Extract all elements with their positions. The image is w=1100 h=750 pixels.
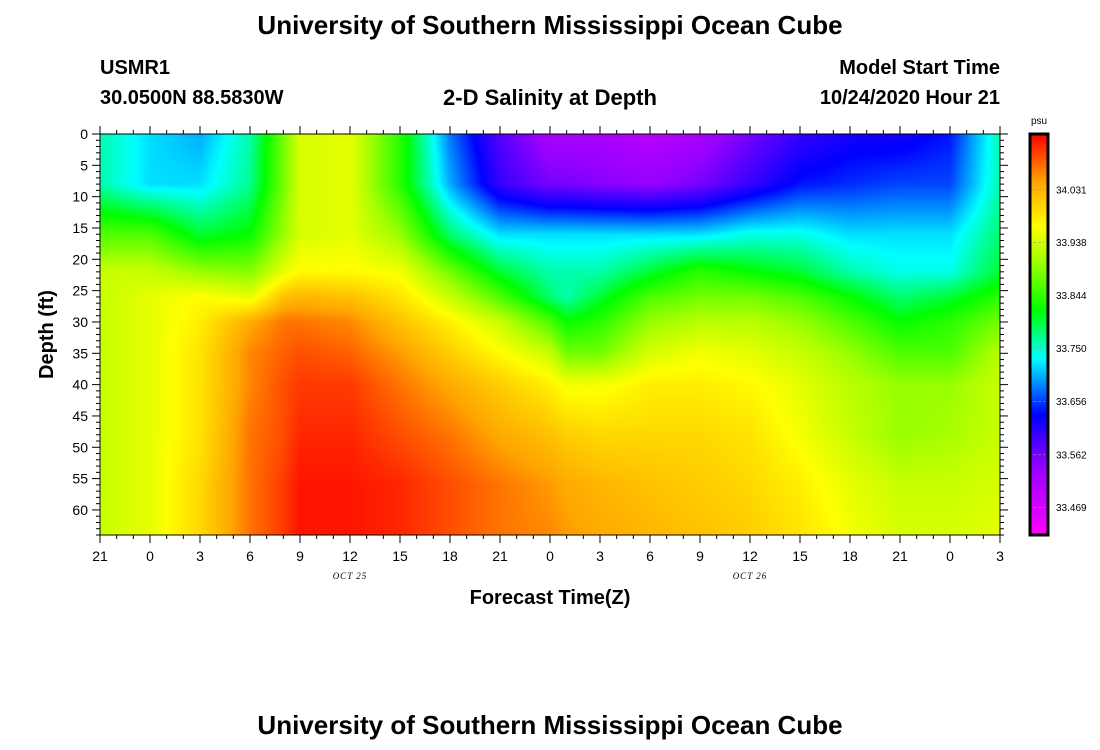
y-tick-label: 45 [72, 408, 88, 424]
bottom-title: University of Southern Mississippi Ocean… [257, 710, 843, 740]
date-label: OCT 26 [733, 571, 768, 581]
colorbar-tick-label: 33.844 [1056, 291, 1087, 302]
colorbar-frame [1028, 132, 1050, 537]
x-tick-label: 0 [546, 548, 554, 564]
y-axis-ticks [92, 133, 1008, 536]
y-axis-label: Depth (ft) [36, 290, 58, 379]
x-axis-tick-labels: 21 0 3 6 9 12 15 18 21 0 3 6 9 12 15 18 21 0 3 [92, 548, 1004, 564]
colorbar-ticks: 34.031 33.938 33.844 33.750 33.656 33.562 33.4… [1033, 185, 1087, 514]
y-tick-label: 25 [72, 283, 88, 299]
x-tick-label: 18 [842, 548, 858, 564]
colorbar-tick-label: 33.562 [1056, 450, 1087, 461]
colorbar-tick-label: 34.031 [1056, 185, 1087, 196]
y-tick-label: 40 [72, 377, 88, 393]
y-tick-label: 0 [80, 126, 88, 142]
colorbar-tick-label: 33.656 [1056, 397, 1087, 408]
y-tick-label: 35 [72, 345, 88, 361]
x-tick-label: 6 [646, 548, 654, 564]
y-tick-label: 5 [80, 157, 88, 173]
colorbar-tick-label: 33.469 [1056, 503, 1087, 514]
y-tick-label: 55 [72, 471, 88, 487]
model-start-value: 10/24/2020 Hour 21 [819, 87, 1000, 109]
x-tick-label: 9 [296, 548, 304, 564]
date-label: OCT 25 [333, 571, 368, 581]
plot-title: 2-D Salinity at Depth [443, 85, 657, 110]
colorbar-tick-label: 33.938 [1056, 238, 1087, 249]
y-tick-label: 60 [72, 502, 88, 518]
x-axis-ticks [99, 126, 1001, 543]
x-tick-label: 12 [342, 548, 358, 564]
top-title: University of Southern Mississippi Ocean… [257, 10, 843, 40]
x-tick-label: 6 [246, 548, 254, 564]
y-tick-label: 20 [72, 251, 88, 267]
x-tick-label: 15 [792, 548, 808, 564]
x-tick-label: 12 [742, 548, 758, 564]
x-tick-label: 21 [892, 548, 908, 564]
salinity-heatmap [100, 134, 1000, 535]
x-tick-label: 3 [996, 548, 1004, 564]
colorbar-gradient [1030, 134, 1048, 535]
station-coordinates: 30.0500N 88.5830W [100, 87, 284, 109]
x-tick-label: 3 [596, 548, 604, 564]
y-tick-label: 50 [72, 439, 88, 455]
x-tick-label: 0 [146, 548, 154, 564]
x-tick-label: 15 [392, 548, 408, 564]
y-tick-label: 15 [72, 220, 88, 236]
colorbar-unit: psu [1031, 116, 1047, 127]
x-tick-label: 21 [92, 548, 108, 564]
x-tick-label: 18 [442, 548, 458, 564]
y-axis-tick-labels: 0 5 10 15 20 25 30 35 40 45 50 55 60 [72, 126, 88, 518]
station-id: USMR1 [100, 57, 171, 79]
x-tick-label: 9 [696, 548, 704, 564]
x-tick-label: 3 [196, 548, 204, 564]
x-axis-label: Forecast Time(Z) [470, 587, 631, 609]
colorbar-tick-label: 33.750 [1056, 344, 1087, 355]
x-tick-label: 0 [946, 548, 954, 564]
y-tick-label: 30 [72, 314, 88, 330]
date-labels: OCT 25 OCT 26 [333, 571, 768, 581]
model-start-label: Model Start Time [839, 57, 1000, 79]
y-tick-label: 10 [72, 189, 88, 205]
x-tick-label: 21 [492, 548, 508, 564]
